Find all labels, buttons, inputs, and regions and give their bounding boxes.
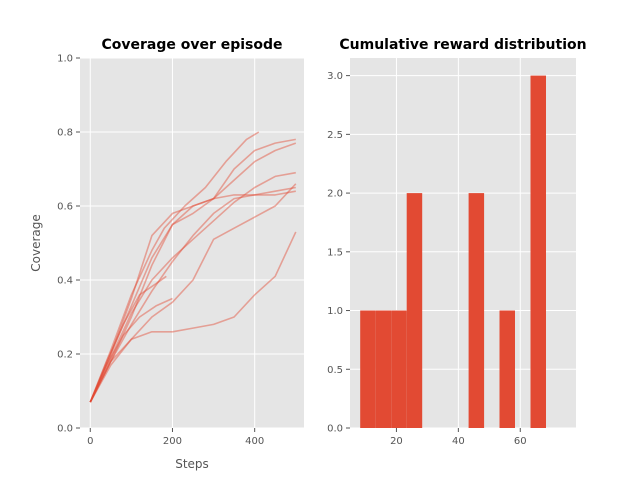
reward-y-tick-label: 0.0 xyxy=(327,424,343,435)
reward-x-tick-label: 40 xyxy=(452,436,465,447)
coverage-series-line-5 xyxy=(89,186,296,403)
reward-histogram: 20 40 60 0.0 0.5 1.0 1.5 2.0 2.5 3.0 Cumulative r… xyxy=(327,37,587,447)
coverage-series-line-8 xyxy=(89,131,260,403)
coverage-y-tick-label: 0.6 xyxy=(57,202,73,213)
reward-y-tick-label: 2.0 xyxy=(327,189,343,200)
coverage-series-line-2 xyxy=(89,142,297,403)
reward-ticks: 20 40 60 0.0 0.5 1.0 1.5 2.0 2.5 3.0 xyxy=(327,71,527,447)
coverage-y-tick-label: 0.0 xyxy=(57,424,73,435)
reward-bar-3 xyxy=(391,310,407,428)
reward-bar-12 xyxy=(530,75,546,428)
coverage-x-tick-label: 400 xyxy=(245,436,264,447)
coverage-series-line-1 xyxy=(89,138,296,403)
coverage-series-line-10 xyxy=(89,275,167,403)
coverage-lines xyxy=(89,131,297,403)
reward-bars xyxy=(360,75,546,428)
reward-y-tick-label: 1.0 xyxy=(327,306,343,317)
reward-y-tick-label: 1.5 xyxy=(327,247,343,258)
coverage-series-line-6 xyxy=(89,183,297,403)
coverage-x-tick-label: 200 xyxy=(163,436,182,447)
reward-y-tick-label: 0.5 xyxy=(327,365,343,376)
coverage-y-tick-label: 1.0 xyxy=(57,54,73,65)
reward-bar-1 xyxy=(360,310,376,428)
coverage-series-line-9 xyxy=(89,297,173,403)
coverage-title: Coverage over episode xyxy=(101,37,282,53)
reward-bar-4 xyxy=(406,193,423,428)
coverage-y-tick-label: 0.4 xyxy=(57,276,73,287)
coverage-gridlines xyxy=(80,57,304,429)
reward-bar-8 xyxy=(468,193,485,428)
coverage-xlabel: Steps xyxy=(175,457,209,471)
reward-y-tick-label: 3.0 xyxy=(327,71,343,82)
coverage-series-line-4 xyxy=(89,171,296,403)
reward-x-tick-label: 20 xyxy=(390,436,403,447)
coverage-y-tick-label: 0.8 xyxy=(57,128,73,139)
coverage-ylabel: Coverage xyxy=(29,214,43,272)
reward-bar-2 xyxy=(375,310,392,428)
reward-y-tick-label: 2.5 xyxy=(327,130,343,141)
coverage-series-line-7 xyxy=(89,231,297,403)
coverage-plot: 0 200 400 0.0 0.2 0.4 0.6 0.8 1.0 Coverage over … xyxy=(29,37,304,471)
coverage-y-tick-label: 0.2 xyxy=(57,350,73,361)
reward-title: Cumulative reward distribution xyxy=(339,37,586,53)
coverage-plot-area xyxy=(80,58,304,428)
coverage-series-line-3 xyxy=(89,190,296,403)
coverage-x-tick-label: 0 xyxy=(87,436,93,447)
reward-x-tick-label: 60 xyxy=(514,436,527,447)
reward-bar-10 xyxy=(499,310,515,428)
coverage-ticks: 0 200 400 0.0 0.2 0.4 0.6 0.8 1.0 xyxy=(57,54,264,448)
